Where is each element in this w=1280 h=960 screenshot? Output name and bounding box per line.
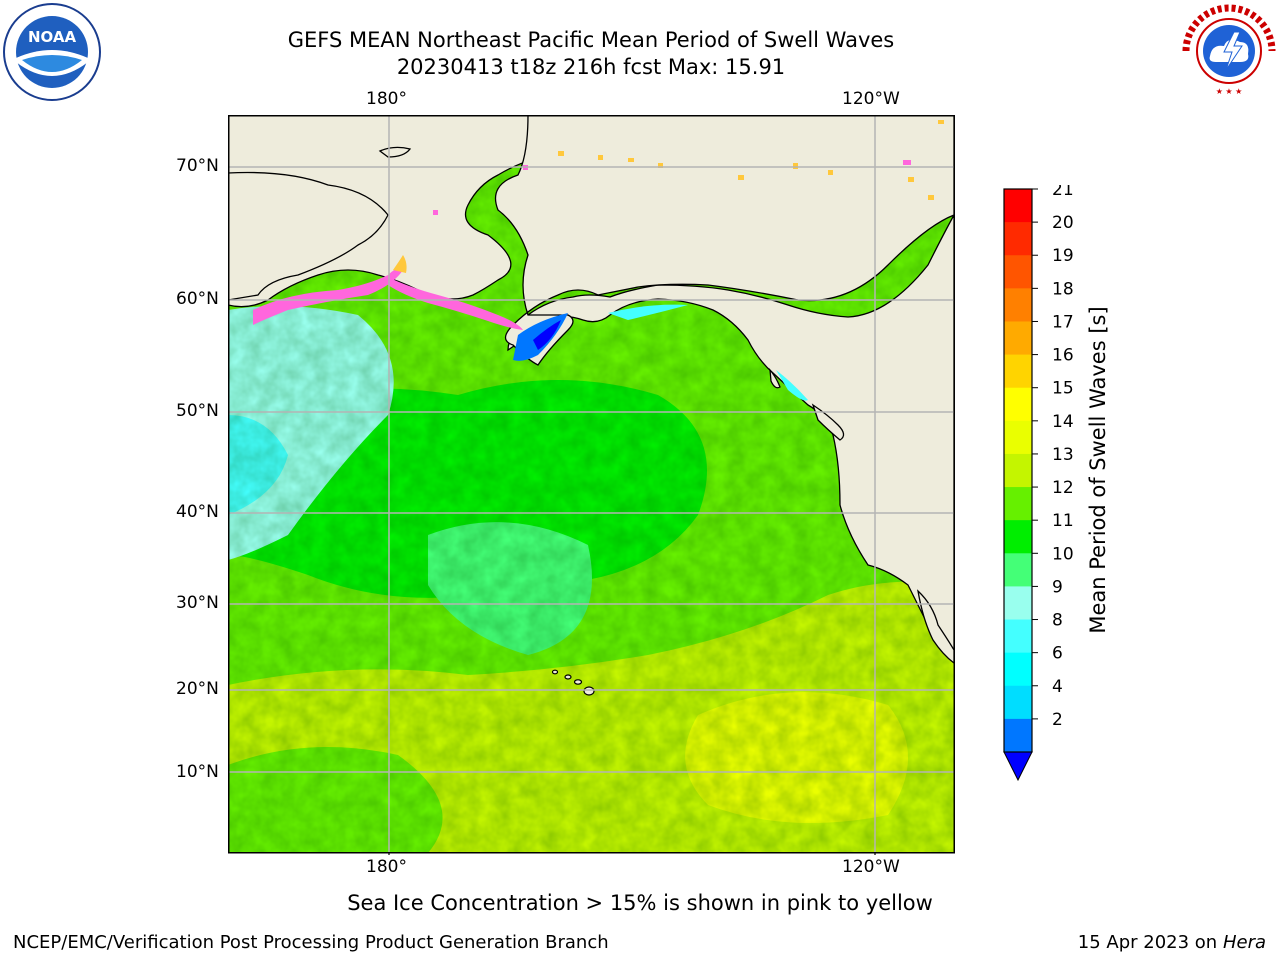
bottom-lon-label-120w: 120°W — [842, 857, 900, 877]
chart-title: GEFS MEAN Northeast Pacific Mean Period … — [287, 28, 895, 52]
colorbar-bin — [1004, 520, 1032, 554]
land-siberia — [228, 171, 389, 301]
sea-ice-edge-west — [253, 268, 403, 325]
sea-ice-caption: Sea Ice Concentration > 15% is shown in … — [347, 891, 933, 915]
noaa-logo-text: NOAA — [28, 28, 77, 46]
hawaiian-islands — [551, 669, 595, 696]
noaa-logo: NOAA — [2, 2, 102, 102]
colorbar-tick-label: 21 — [1052, 185, 1074, 200]
colorbar-bin — [1004, 685, 1032, 720]
top-lon-label-120w: 120°W — [842, 89, 900, 109]
bristol-bay-deep — [533, 320, 561, 350]
swell-period-map — [228, 115, 955, 855]
colorbar-tick-label: 17 — [1052, 312, 1074, 332]
colorbar-tick-label: 9 — [1052, 577, 1063, 597]
colorbar-bin — [1004, 189, 1032, 223]
colorbar-tick-label: 12 — [1052, 478, 1074, 498]
colorbar-tick-label: 8 — [1052, 611, 1063, 631]
land-baja — [917, 589, 954, 664]
lat-label-60n: 60°N — [176, 289, 219, 309]
colorbar-bin — [1004, 255, 1032, 289]
colorbar-tick-label: 2 — [1052, 710, 1063, 730]
colorbar-bin — [1004, 718, 1032, 753]
colorbar-bin — [1004, 387, 1032, 422]
top-lon-label-180: 180° — [366, 89, 407, 109]
lat-label-70n: 70°N — [176, 156, 219, 176]
colorbar: 21 20 19 18 17 16 15 14 13 12 11 10 9 8 6 4 2 — [1003, 185, 1074, 782]
colorbar-tick-label: 6 — [1052, 644, 1063, 664]
colorbar-extend-min — [1003, 751, 1033, 782]
map-frame — [228, 115, 955, 854]
colorbar-tick-label: 18 — [1052, 279, 1074, 299]
svg-text:★ ★ ★: ★ ★ ★ — [1216, 87, 1243, 96]
footer-right: 15 Apr 2023 on Hera — [1078, 932, 1266, 953]
colorbar-bin — [1004, 222, 1032, 256]
land-north-america — [507, 214, 954, 665]
colorbar-bin — [1004, 321, 1032, 356]
colorbar-tick-label: 19 — [1052, 246, 1074, 266]
colorbar-tick-label: 10 — [1052, 544, 1074, 564]
nws-logo: ★ ★ ★ — [1180, 2, 1278, 100]
footer-left: NCEP/EMC/Verification Post Processing Pr… — [13, 932, 609, 953]
lat-label-50n: 50°N — [176, 401, 219, 421]
colorbar-bin — [1004, 354, 1032, 389]
land-haida-gwaii — [769, 368, 781, 389]
colorbar-bin — [1004, 586, 1032, 621]
sea-ice-edge-bering — [388, 277, 523, 330]
lat-label-40n: 40°N — [176, 502, 219, 522]
colorbar-tick-label: 4 — [1052, 677, 1063, 697]
colorbar-bin — [1004, 619, 1032, 654]
footer-date: 15 Apr 2023 on — [1077, 932, 1218, 953]
lat-label-20n: 20°N — [176, 679, 219, 699]
colorbar-tick-label: 13 — [1052, 445, 1074, 465]
colorbar-tick-label: 15 — [1052, 379, 1074, 399]
colorbar-frame — [1003, 188, 1033, 753]
graticule — [228, 115, 954, 853]
colorbar-tick-label: 14 — [1052, 412, 1074, 432]
colorbar-tick-label: 11 — [1052, 511, 1074, 531]
colorbar-bin — [1004, 288, 1032, 322]
chart-subtitle: 20230413 t18z 216h fcst Max: 15.91 — [396, 55, 786, 79]
colorbar-bin — [1004, 487, 1032, 521]
lat-label-30n: 30°N — [176, 593, 219, 613]
colorbar-ticks: 21 20 19 18 17 16 15 14 13 12 11 10 9 8 6 4 2 — [1032, 185, 1074, 730]
inside-passage-cyan — [776, 370, 808, 401]
footer-host: Hera — [1222, 932, 1266, 953]
colorbar-bin — [1004, 553, 1032, 587]
sea-ice-yellow-fringe — [393, 255, 407, 273]
colorbar-bins — [1004, 189, 1032, 753]
bottom-lon-label-180: 180° — [366, 857, 407, 877]
colorbar-tick-label: 16 — [1052, 346, 1074, 366]
land-vancouver-island — [811, 403, 845, 441]
lat-label-10n: 10°N — [176, 762, 219, 782]
colorbar-bin — [1004, 453, 1032, 488]
arctic-ice-dots — [558, 120, 944, 200]
colorbar-bin — [1004, 420, 1032, 455]
colorbar-bin — [1004, 652, 1032, 687]
colorbar-tick-label: 20 — [1052, 213, 1074, 233]
gulf-of-alaska-cyan — [608, 304, 688, 320]
